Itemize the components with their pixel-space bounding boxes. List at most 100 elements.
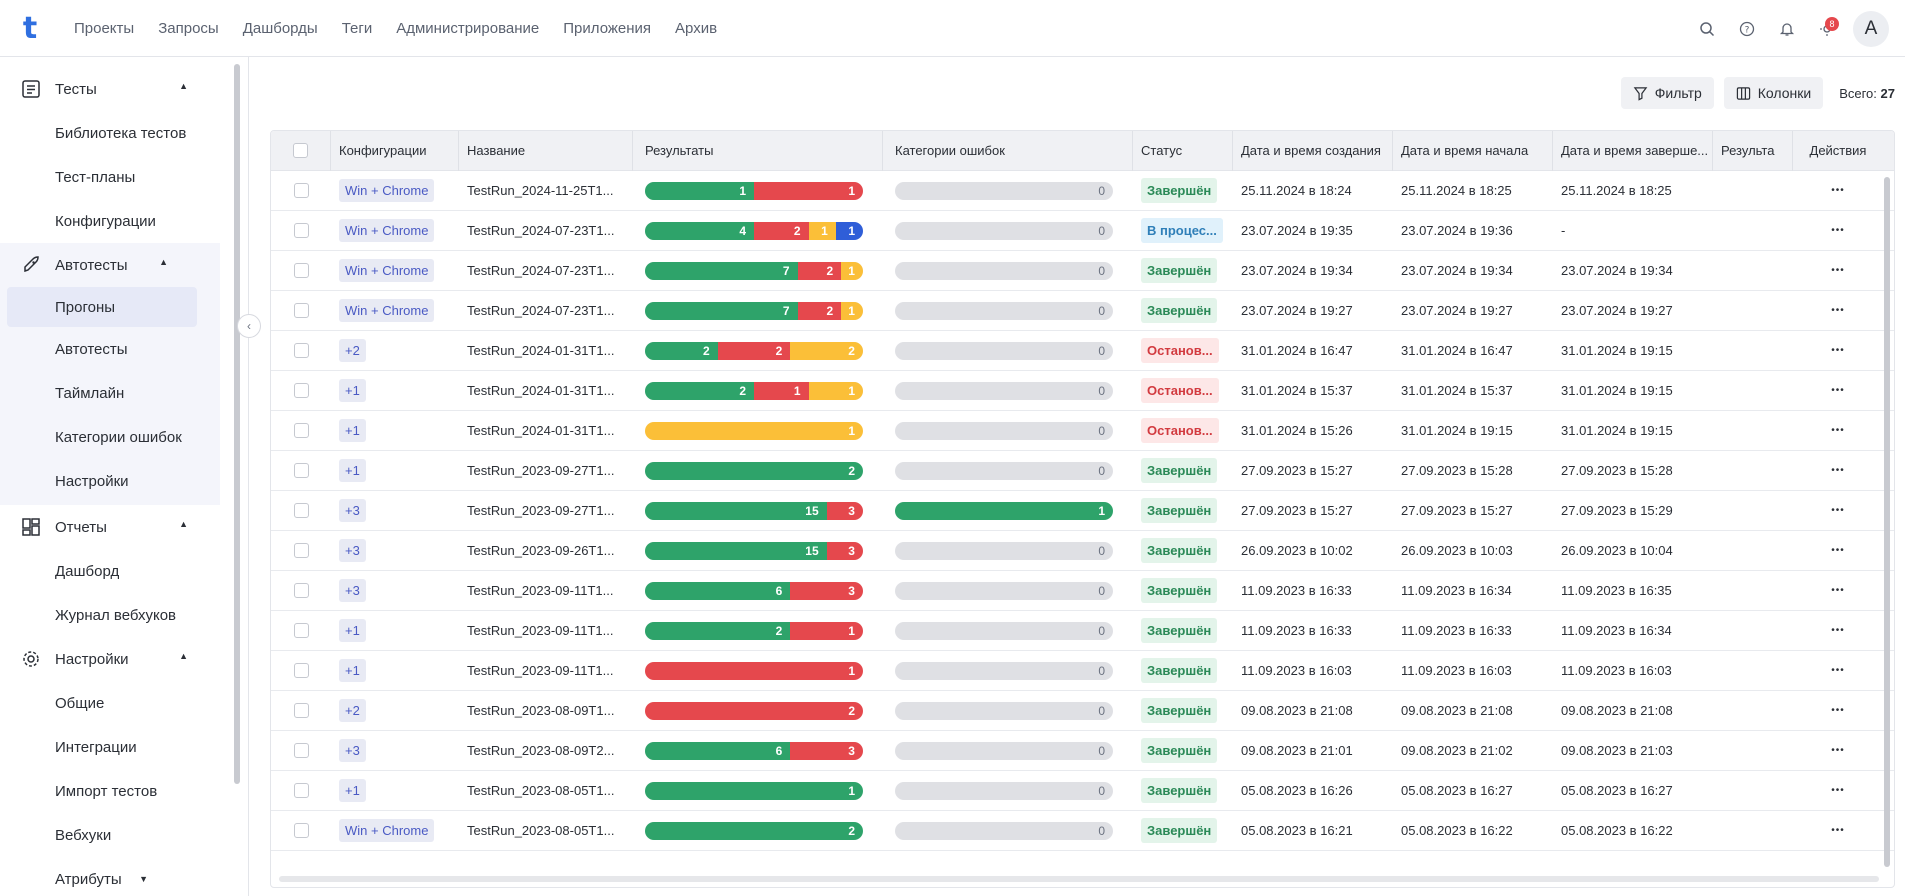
help-icon[interactable]: ? <box>1727 9 1767 49</box>
table-row[interactable]: +1 TestRun_2024-01-31T1... 1 0 Останов... 31.… <box>271 411 1894 451</box>
sidebar-item[interactable]: Общие <box>55 694 105 712</box>
columns-button[interactable]: Колонки <box>1723 77 1824 109</box>
table-row[interactable]: Win + Chrome TestRun_2024-11-25T1... 1 1 0 За… <box>271 171 1894 211</box>
sidebar-collapse-button[interactable]: ‹ <box>237 314 261 338</box>
configuration-tag[interactable]: +3 <box>339 579 366 602</box>
row-checkbox[interactable] <box>293 223 309 238</box>
chevron-up-icon[interactable]: ▲ <box>179 519 188 529</box>
chevron-up-icon[interactable]: ▲ <box>159 257 168 267</box>
more-actions-icon[interactable]: ••• <box>1831 825 1845 836</box>
sidebar-group-header[interactable]: Настройки ▲ <box>0 637 240 681</box>
row-checkbox[interactable] <box>293 503 309 518</box>
column-header[interactable]: Статус <box>1133 131 1233 171</box>
filter-button[interactable]: Фильтр <box>1620 77 1714 109</box>
results-bar[interactable]: 2 <box>645 821 863 840</box>
error-categories-bar[interactable]: 0 <box>895 581 1113 600</box>
configuration-tag[interactable]: Win + Chrome <box>339 219 435 242</box>
more-actions-icon[interactable]: ••• <box>1831 385 1845 396</box>
select-all-checkbox[interactable] <box>293 143 308 158</box>
error-categories-bar[interactable]: 0 <box>895 341 1113 360</box>
results-bar[interactable]: 15 3 <box>645 541 863 560</box>
row-checkbox[interactable] <box>293 423 309 438</box>
configuration-tag[interactable]: +3 <box>339 539 366 562</box>
run-name[interactable]: TestRun_2024-01-31T1... <box>467 423 615 438</box>
nav-item-2[interactable]: Дашборды <box>242 19 318 37</box>
nav-item-1[interactable]: Запросы <box>158 19 219 37</box>
table-row[interactable]: +3 TestRun_2023-09-11T1... 6 3 0 Завершён 11.0… <box>271 571 1894 611</box>
theme-sun-icon[interactable]: 8 <box>1807 9 1847 49</box>
table-row[interactable]: +1 TestRun_2023-09-11T1... 1 0 Завершён 11.09… <box>271 651 1894 691</box>
configuration-tag[interactable]: +2 <box>339 339 366 362</box>
results-bar[interactable]: 15 3 <box>645 501 863 520</box>
configuration-tag[interactable]: +1 <box>339 779 366 802</box>
sidebar-item[interactable]: Конфигурации <box>55 212 156 230</box>
more-actions-icon[interactable]: ••• <box>1831 505 1845 516</box>
chevron-down-icon[interactable]: ▼ <box>139 874 148 884</box>
row-checkbox[interactable] <box>293 743 309 758</box>
row-checkbox[interactable] <box>293 543 309 558</box>
configuration-tag[interactable]: +1 <box>339 619 366 642</box>
more-actions-icon[interactable]: ••• <box>1831 745 1845 756</box>
more-actions-icon[interactable]: ••• <box>1831 305 1845 316</box>
table-row[interactable]: Win + Chrome TestRun_2024-07-23T1... 4 2 1 1 0… <box>271 211 1894 251</box>
configuration-tag[interactable]: +1 <box>339 419 366 442</box>
table-row[interactable]: +3 TestRun_2023-09-26T1... 15 3 0 Завершён 26.… <box>271 531 1894 571</box>
run-name[interactable]: TestRun_2023-09-27T1... <box>467 463 615 478</box>
run-name[interactable]: TestRun_2023-08-05T1... <box>467 823 615 838</box>
error-categories-bar[interactable]: 0 <box>895 461 1113 480</box>
sidebar-scrollbar[interactable] <box>234 64 240 784</box>
error-categories-bar[interactable]: 0 <box>895 741 1113 760</box>
run-name[interactable]: TestRun_2024-07-23T1... <box>467 223 615 238</box>
table-row[interactable]: +1 TestRun_2023-08-05T1... 1 0 Завершён 05.08… <box>271 771 1894 811</box>
configuration-tag[interactable]: Win + Chrome <box>339 259 435 282</box>
run-name[interactable]: TestRun_2023-09-27T1... <box>467 503 615 518</box>
sidebar-item[interactable]: Интеграции <box>55 738 137 756</box>
column-header[interactable]: Категории ошибок <box>883 131 1133 171</box>
sidebar-item[interactable]: Импорт тестов <box>55 782 158 800</box>
error-categories-bar[interactable]: 0 <box>895 261 1113 280</box>
configuration-tag[interactable]: +1 <box>339 379 366 402</box>
sidebar-group-header[interactable]: Автотесты ▲ <box>0 243 220 287</box>
error-categories-bar[interactable]: 0 <box>895 701 1113 720</box>
more-actions-icon[interactable]: ••• <box>1831 465 1845 476</box>
table-row[interactable]: +1 TestRun_2024-01-31T1... 2 1 1 0 Останов... 3… <box>271 371 1894 411</box>
sidebar-item[interactable]: Вебхуки <box>55 826 112 844</box>
run-name[interactable]: TestRun_2024-01-31T1... <box>467 343 615 358</box>
run-name[interactable]: TestRun_2023-08-09T2... <box>467 743 615 758</box>
more-actions-icon[interactable]: ••• <box>1831 705 1845 716</box>
sidebar-group-header[interactable]: Тесты ▲ <box>0 67 240 111</box>
table-row[interactable]: +3 TestRun_2023-09-27T1... 15 3 1 Завершён 27.… <box>271 491 1894 531</box>
configuration-tag[interactable]: Win + Chrome <box>339 179 435 202</box>
column-header[interactable]: Дата и время заверше... <box>1553 131 1713 171</box>
row-checkbox[interactable] <box>293 703 309 718</box>
sidebar-item[interactable]: Прогоны <box>7 287 197 327</box>
configuration-tag[interactable]: Win + Chrome <box>339 299 435 322</box>
vertical-scrollbar[interactable] <box>1884 177 1890 867</box>
run-name[interactable]: TestRun_2023-08-09T1... <box>467 703 615 718</box>
row-checkbox[interactable] <box>293 383 309 398</box>
app-logo[interactable]: t <box>22 10 38 46</box>
avatar[interactable]: A <box>1853 10 1889 47</box>
results-bar[interactable]: 1 <box>645 661 863 680</box>
error-categories-bar[interactable]: 0 <box>895 181 1113 200</box>
row-checkbox[interactable] <box>293 623 309 638</box>
configuration-tag[interactable]: +2 <box>339 699 366 722</box>
more-actions-icon[interactable]: ••• <box>1831 785 1845 796</box>
more-actions-icon[interactable]: ••• <box>1831 265 1845 276</box>
sidebar-item[interactable]: Автотесты <box>55 340 128 358</box>
column-header[interactable]: Дата и время создания <box>1233 131 1393 171</box>
table-row[interactable]: Win + Chrome TestRun_2024-07-23T1... 7 2 1 0 З… <box>271 291 1894 331</box>
table-row[interactable]: +2 TestRun_2024-01-31T1... 2 2 2 0 Останов... 3… <box>271 331 1894 371</box>
sidebar-item[interactable]: Библиотека тестов <box>55 124 187 142</box>
column-header[interactable]: Название <box>459 131 633 171</box>
sidebar-item[interactable]: Тест-планы <box>55 168 136 186</box>
column-header[interactable]: Дата и время начала <box>1393 131 1553 171</box>
error-categories-bar[interactable]: 0 <box>895 821 1113 840</box>
table-row[interactable]: +2 TestRun_2023-08-09T1... 2 0 Завершён 09.08… <box>271 691 1894 731</box>
configuration-tag[interactable]: +3 <box>339 739 366 762</box>
